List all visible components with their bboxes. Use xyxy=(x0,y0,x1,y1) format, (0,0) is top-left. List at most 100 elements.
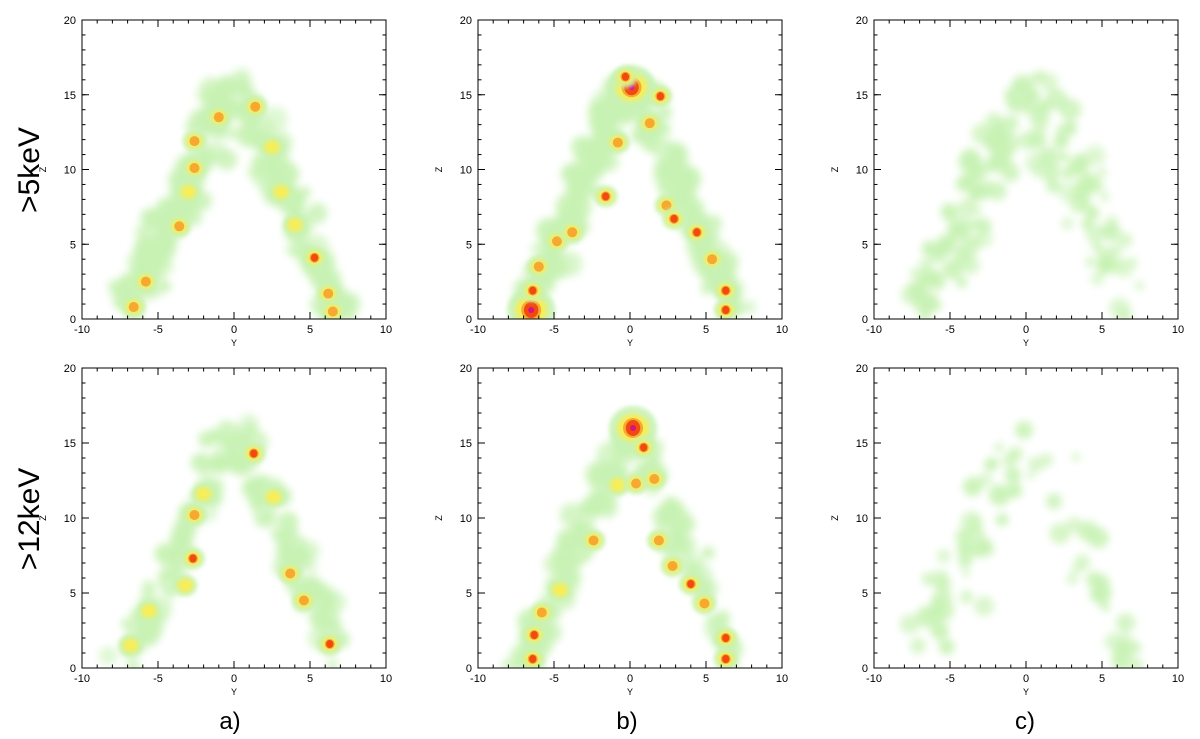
emission-blob xyxy=(942,260,963,280)
emission-blob xyxy=(1071,564,1082,575)
hotspots xyxy=(118,442,342,657)
emission-blob xyxy=(955,276,968,289)
column-label-b: b) xyxy=(616,708,638,735)
hotspot xyxy=(261,486,286,508)
x-tick-label: 10 xyxy=(1172,324,1184,336)
emission-blob xyxy=(648,453,661,466)
x-tick-label: -10 xyxy=(470,673,486,685)
hotspot xyxy=(206,106,231,129)
x-tick-label: 0 xyxy=(1023,673,1029,685)
emission-blob xyxy=(962,476,983,497)
hotspot xyxy=(648,85,673,108)
emission-blob xyxy=(216,75,237,96)
emission-blob xyxy=(700,282,713,295)
emission-blob xyxy=(742,300,757,315)
emission-blob xyxy=(234,83,247,96)
emission-blob xyxy=(1097,168,1107,177)
hotspot xyxy=(631,436,656,459)
emission-blob xyxy=(1069,157,1088,175)
y-tick-label: 5 xyxy=(70,239,76,251)
y-axis-label: Z xyxy=(434,515,444,521)
x-axis: -10 -5 0 5 10 Y xyxy=(866,20,1184,348)
emission-blob xyxy=(940,203,958,221)
emission-blob xyxy=(567,176,593,202)
emission-blob xyxy=(242,129,260,147)
emission-blob xyxy=(1096,256,1114,273)
emission-blob xyxy=(644,131,657,144)
hotspot xyxy=(260,136,284,159)
emission-blob xyxy=(1130,658,1144,668)
emission-blob xyxy=(931,569,950,588)
emission-blob xyxy=(955,176,971,193)
emission-blob xyxy=(530,242,544,256)
y-axis-label: Z xyxy=(830,166,840,172)
emission-blob xyxy=(992,119,1007,134)
emission-blob xyxy=(327,618,343,635)
y-axis: 0 5 10 15 20 Z xyxy=(830,363,1178,675)
hotspot xyxy=(180,547,205,570)
hotspot xyxy=(520,279,545,302)
x-axis-label: Y xyxy=(1023,687,1029,697)
x-axis: -10 -5 0 5 10 Y xyxy=(74,20,392,348)
hotspots xyxy=(507,65,738,319)
emission-blob xyxy=(165,587,177,599)
emission-blob xyxy=(1115,613,1136,633)
hotspot xyxy=(241,442,266,465)
x-tick-label: 5 xyxy=(307,673,313,685)
hotspot xyxy=(291,589,316,612)
emission-blob xyxy=(993,442,1005,453)
hotspot xyxy=(713,299,738,319)
emission-blob xyxy=(139,208,158,227)
hotspot xyxy=(637,112,662,135)
x-tick-label: -5 xyxy=(153,673,163,685)
emission-blob xyxy=(1054,135,1066,147)
hotspot xyxy=(700,248,725,271)
emission-blob xyxy=(327,659,338,668)
emission-blob xyxy=(1109,297,1131,319)
x-axis-label: Y xyxy=(627,687,633,697)
diffuse-emission xyxy=(98,414,350,668)
hotspots xyxy=(121,95,345,319)
emission-blob xyxy=(1002,114,1019,131)
emission-blob xyxy=(911,293,932,314)
y-tick-label: 10 xyxy=(856,513,868,525)
emission-blob xyxy=(1134,280,1145,291)
emission-blob xyxy=(1045,493,1063,510)
emission-blob xyxy=(1007,469,1020,482)
emission-blob xyxy=(1090,178,1105,193)
emission-blob xyxy=(147,251,166,270)
emission-blob xyxy=(932,599,955,621)
hotspot xyxy=(613,65,638,88)
y-axis: 0 5 10 15 20 Z xyxy=(38,15,386,326)
hotspot xyxy=(684,221,709,244)
x-tick-label: 10 xyxy=(1172,673,1184,685)
emission-blob xyxy=(1041,99,1052,111)
emission-blob xyxy=(590,460,611,482)
emission-blob xyxy=(1061,217,1074,230)
emission-blob xyxy=(961,255,980,275)
emission-blob xyxy=(243,422,258,437)
x-tick-label: -10 xyxy=(866,673,882,685)
emission-blob xyxy=(676,165,687,177)
y-axis: 0 5 10 15 20 Z xyxy=(434,15,782,326)
y-tick-label: 5 xyxy=(862,588,868,600)
emission-blob xyxy=(1108,257,1126,274)
emission-blob xyxy=(1071,452,1081,462)
hotspot xyxy=(646,529,671,552)
y-tick-label: 20 xyxy=(460,363,472,375)
hotspot xyxy=(316,282,341,305)
x-tick-label: -5 xyxy=(945,324,955,336)
emission-blob xyxy=(664,531,687,553)
emission-blob xyxy=(571,135,594,159)
emission-blob xyxy=(674,144,685,156)
y-tick-label: 15 xyxy=(856,90,868,102)
hotspot xyxy=(692,592,717,615)
hotspot xyxy=(278,562,303,585)
emission-blob xyxy=(693,201,706,214)
x-tick-label: 0 xyxy=(627,324,633,336)
heatmap-panel-1-1: -10 -5 0 5 10 Y 0 5 10 15 20 Z xyxy=(434,363,788,697)
emission-blob xyxy=(1031,116,1049,134)
hotspot xyxy=(191,483,216,505)
y-tick-label: 10 xyxy=(856,165,868,177)
y-axis-label: Z xyxy=(830,515,840,521)
